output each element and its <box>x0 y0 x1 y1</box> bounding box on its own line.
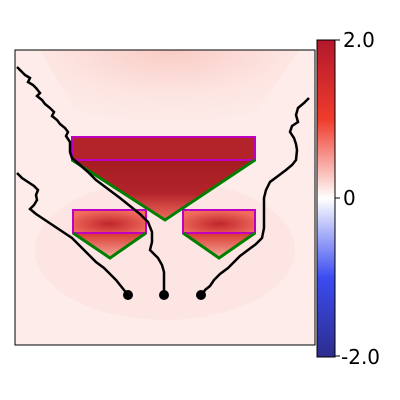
right-triangle-edge <box>182 231 256 260</box>
colorbar: 2.0 0 -2.0 <box>316 28 380 369</box>
large-triangle-fill <box>72 160 255 220</box>
heatmap-frame <box>14 49 316 346</box>
large-triangle-edge <box>71 158 256 222</box>
path-upper-left <box>16 66 166 295</box>
source-point-center <box>159 290 169 300</box>
left-triangle-fill <box>73 233 146 258</box>
source-point-right <box>196 290 206 300</box>
source-point-left <box>123 290 133 300</box>
right-box-outline <box>182 209 256 234</box>
path-right <box>200 97 310 296</box>
path-middle-left <box>16 172 129 296</box>
heatmap-panel <box>14 49 316 346</box>
colorbar-label-min: -2.0 <box>341 345 380 369</box>
colorbar-scale <box>316 39 336 358</box>
heatmap-upper-glow <box>40 50 300 150</box>
large-box-fill <box>72 137 255 160</box>
large-box-outline <box>71 136 256 161</box>
right-triangle-fill <box>183 233 255 258</box>
right-box-fill <box>183 210 255 233</box>
left-triangle-edge <box>72 231 147 260</box>
left-box-fill <box>73 210 146 233</box>
colorbar-label-mid: 0 <box>343 186 356 210</box>
colorbar-label-max: 2.0 <box>343 28 375 52</box>
